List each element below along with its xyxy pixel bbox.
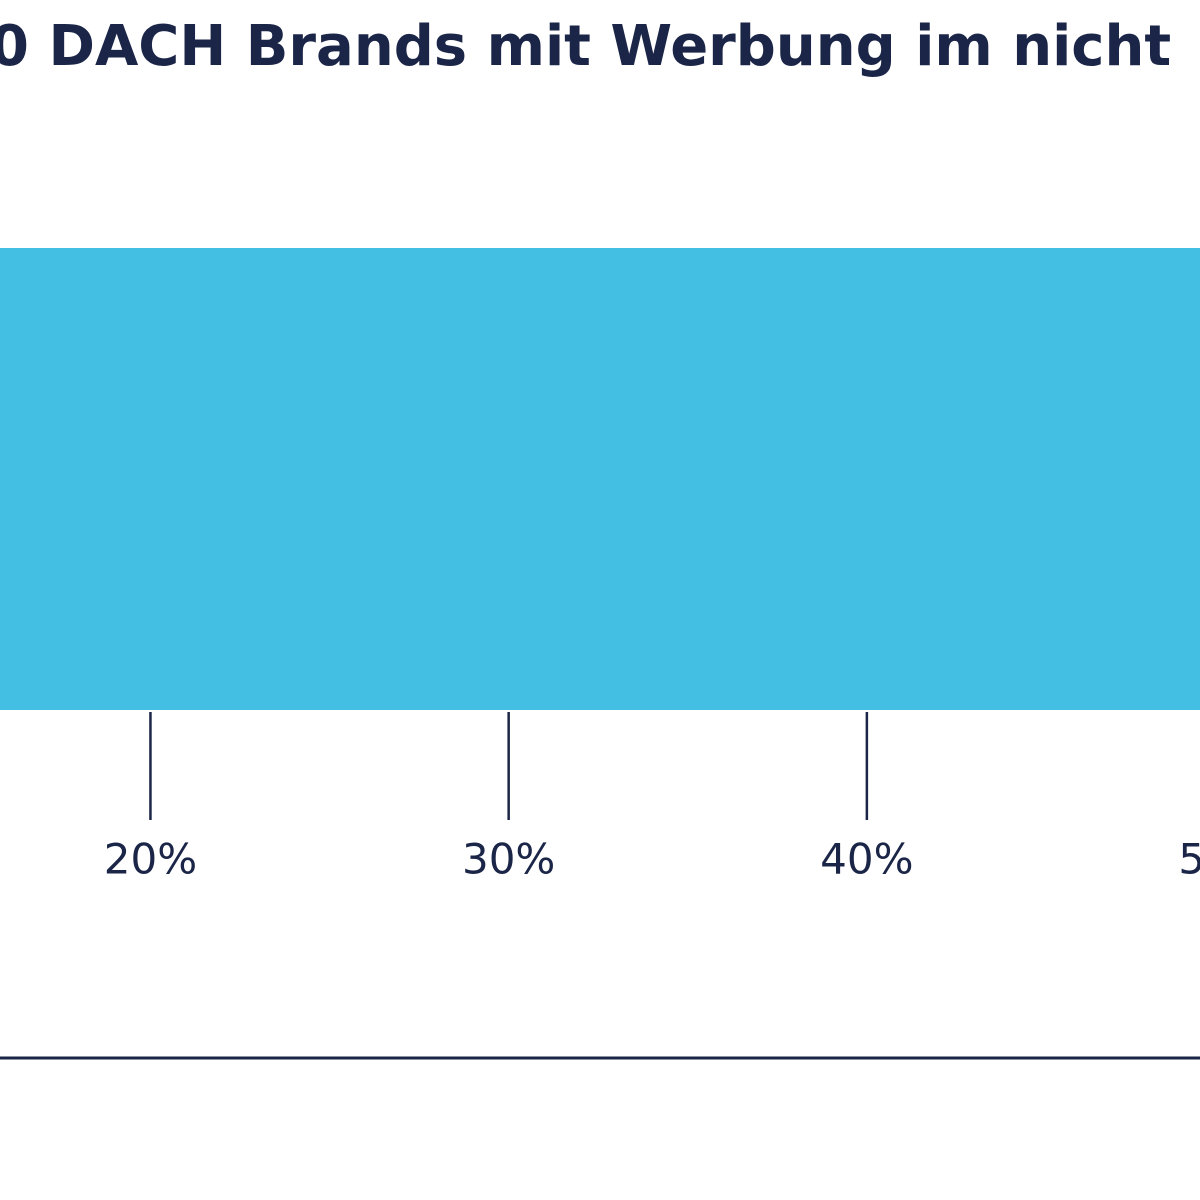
x-tick-label: 20% [104, 835, 197, 884]
x-tick-label: 40% [820, 835, 913, 884]
chart-title: 0 DACH Brands mit Werbung im nicht [0, 14, 1171, 79]
bar [0, 248, 1200, 710]
x-tick-label: 30% [462, 835, 555, 884]
x-tick-label: 50% [1178, 835, 1200, 884]
